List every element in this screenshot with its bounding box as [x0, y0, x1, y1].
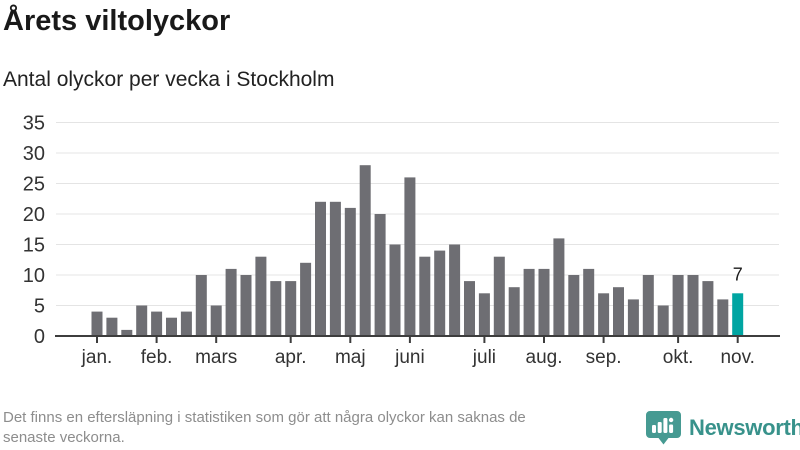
x-axis-label: sep.	[586, 347, 622, 368]
bar	[225, 268, 237, 336]
bar	[627, 299, 639, 336]
bar	[583, 268, 595, 336]
bar	[404, 177, 416, 336]
bar	[180, 311, 192, 336]
bar	[538, 268, 550, 336]
y-axis-label: 25	[23, 174, 45, 196]
bar	[568, 275, 580, 336]
bar	[389, 244, 401, 336]
bar	[702, 281, 714, 336]
bar	[657, 305, 669, 336]
x-axis-label: okt.	[663, 347, 694, 368]
x-axis-label: apr.	[275, 347, 307, 368]
bar	[270, 281, 282, 336]
footer-note: Det finns en eftersläpning i statistiken…	[3, 408, 638, 449]
bar	[613, 287, 624, 336]
bar	[106, 317, 118, 336]
bar	[523, 268, 535, 336]
chart-subtitle: Antal olyckor per vecka i Stockholm	[3, 68, 335, 91]
x-axis-label: feb.	[141, 347, 173, 368]
x-axis-label: juni	[394, 347, 425, 368]
bar	[166, 317, 177, 336]
bar	[285, 281, 297, 336]
bar	[300, 262, 312, 336]
bar	[210, 305, 222, 336]
bar	[478, 293, 490, 336]
bar	[508, 287, 520, 336]
y-axis-label: 30	[23, 143, 45, 165]
bar	[672, 275, 684, 336]
bar	[449, 244, 461, 336]
bar	[434, 250, 446, 336]
x-axis-label: maj	[335, 347, 366, 368]
newsworthy-icon	[646, 411, 681, 445]
bar	[255, 256, 267, 336]
bar	[240, 275, 252, 336]
bar	[642, 275, 654, 336]
y-axis-label: 15	[23, 235, 45, 257]
x-axis-label: jan.	[81, 347, 113, 368]
footer-note-line: senaste veckorna.	[3, 429, 125, 447]
page-title: Årets viltolyckor	[3, 5, 231, 37]
brand-name: Newsworthy	[689, 414, 800, 440]
bar	[329, 201, 341, 336]
y-axis-label: 0	[34, 326, 45, 348]
y-axis-label: 10	[23, 265, 45, 287]
bar	[553, 238, 565, 336]
x-axis-label: juli	[472, 347, 496, 368]
highlight-value-label: 7	[733, 264, 743, 284]
y-axis-label: 35	[23, 113, 45, 135]
bar	[687, 275, 699, 336]
x-axis-label: mars	[195, 347, 237, 368]
bar	[315, 201, 326, 336]
bar	[195, 275, 207, 336]
bar	[136, 305, 148, 336]
bar	[493, 256, 505, 336]
bar	[151, 311, 163, 336]
bar-chart: jan. feb. mars apr. maj juni juli aug. sep. okt. n…	[23, 113, 780, 368]
footer-note-line: Det finns en eftersläpning i statistiken…	[3, 409, 526, 426]
bar	[359, 165, 371, 336]
bar	[91, 311, 103, 336]
x-axis-label: aug.	[526, 347, 563, 368]
x-axis-label: nov.	[720, 347, 755, 368]
y-axis-label: 5	[34, 296, 45, 318]
bar-highlighted	[732, 293, 744, 336]
bar	[598, 293, 610, 336]
bar	[374, 214, 386, 336]
y-axis-label: 20	[23, 204, 45, 226]
bar	[344, 207, 356, 336]
bar	[419, 256, 431, 336]
bar	[717, 299, 729, 336]
brand-logo: Newsworthy	[645, 410, 800, 445]
bar	[464, 281, 475, 336]
bar	[121, 329, 133, 336]
